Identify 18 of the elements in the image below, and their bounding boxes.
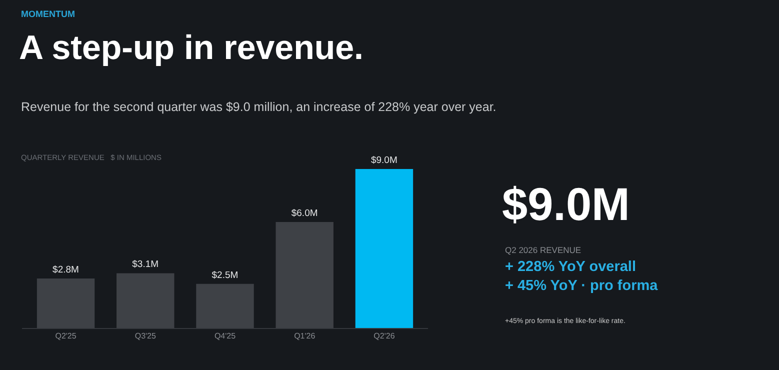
data-label: $2.8M	[52, 264, 80, 276]
text: + 228% YoY overall	[505, 259, 636, 275]
data-label: $6.0M	[291, 208, 318, 219]
x-tick-label: Q3'25	[134, 332, 156, 341]
chart-subtitle: Revenue for the second quarter was $9.0 million, an increase of 228% year over year.	[21, 100, 496, 114]
chart-title: A step-up in revenue.	[19, 29, 364, 67]
bar	[355, 169, 414, 328]
text: MOMENTUM	[21, 9, 75, 19]
data-label: $3.1M	[132, 259, 159, 270]
text: $9.0M	[502, 178, 630, 230]
x-tick-label: Q2'25	[55, 332, 77, 341]
x-tick-label: Q2'26	[374, 332, 396, 341]
data-label: $9.0M	[370, 155, 398, 166]
text: + 45% YoY · pro forma	[505, 278, 659, 294]
data-label: $2.5M	[212, 270, 238, 281]
text: Q2 2026 REVENUE	[505, 245, 582, 255]
x-tick-label: Q1'26	[294, 332, 316, 341]
x-tick-label: Q4'25	[214, 332, 236, 341]
